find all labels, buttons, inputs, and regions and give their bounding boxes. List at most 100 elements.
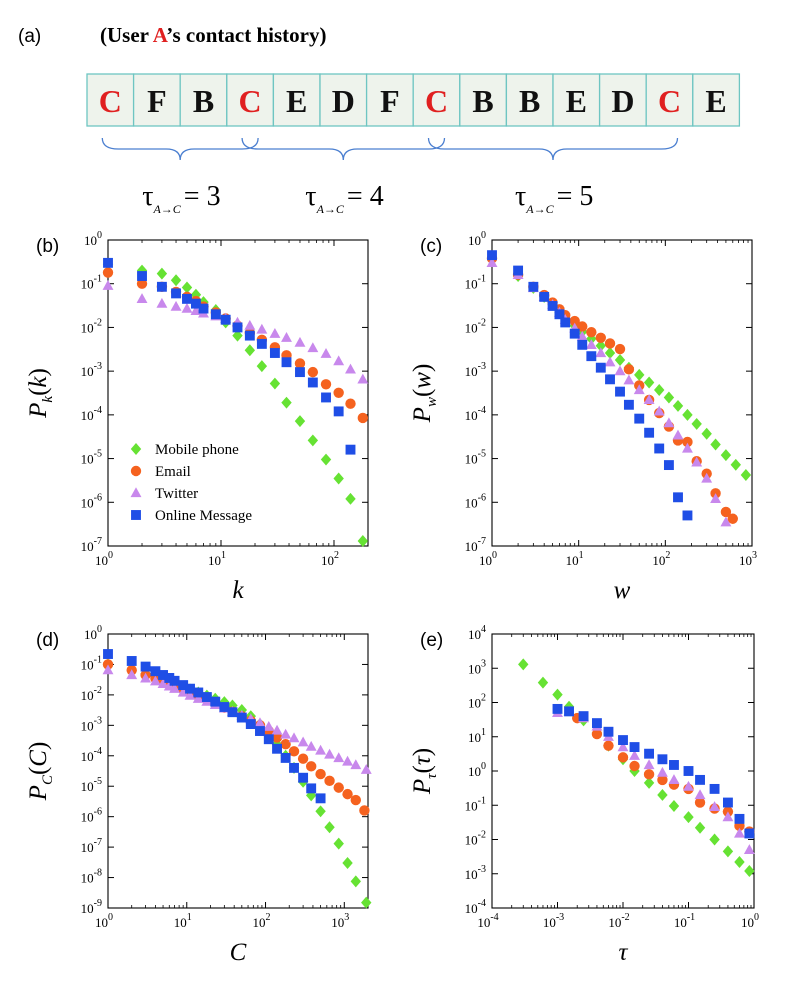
data-point: [321, 392, 331, 403]
tick-exponent: -3: [556, 912, 564, 923]
tick-exponent: -2: [478, 830, 486, 841]
data-point: [181, 302, 193, 313]
data-point: [193, 687, 204, 698]
tick-base: 10: [95, 915, 108, 930]
data-point: [539, 291, 550, 302]
x-tick-label: 10-3: [543, 912, 564, 930]
interval-brace: [101, 137, 259, 161]
y-label-close: ): [25, 742, 52, 750]
data-point: [359, 805, 370, 816]
x-tick-label: 101: [208, 550, 226, 568]
x-tick-label: 10-1: [674, 912, 695, 930]
y-tick-label: 101: [468, 727, 486, 745]
data-point: [605, 374, 615, 385]
y-label-open: (: [409, 765, 436, 773]
y-label-main: P: [409, 407, 436, 423]
tick-base: 10: [608, 915, 621, 930]
data-point: [722, 845, 734, 858]
y-label-close: ): [409, 748, 436, 756]
tick-base: 10: [208, 553, 221, 568]
data-point: [734, 813, 745, 824]
data-point: [185, 683, 195, 694]
data-point: [315, 744, 327, 755]
data-point: [577, 339, 588, 350]
data-point: [288, 732, 300, 743]
tick-base: 10: [465, 320, 478, 335]
sequence-cell: [552, 73, 601, 127]
data-point: [513, 265, 524, 276]
data-point: [244, 319, 256, 330]
tick-exponent: -2: [621, 912, 629, 923]
sequence-cell: [272, 73, 321, 127]
data-point: [288, 746, 300, 757]
data-point: [269, 348, 280, 358]
data-point: [158, 670, 168, 680]
data-point: [333, 752, 345, 763]
tick-exponent: 2: [481, 693, 486, 704]
data-point: [210, 309, 221, 320]
panel-label: (e): [420, 630, 443, 651]
series-mobile-phone: [486, 251, 752, 482]
series-online-message: [552, 703, 755, 839]
data-point: [342, 755, 354, 766]
y-tick-label: 10-7: [81, 837, 102, 855]
data-point: [709, 783, 720, 794]
data-point: [272, 743, 282, 754]
x-tick-label: 103: [739, 550, 757, 568]
tick-exponent: 1: [187, 912, 192, 923]
data-point: [350, 759, 362, 770]
tick-exponent: -1: [687, 912, 695, 923]
y-tick-label: 103: [468, 658, 486, 676]
sequence-letter: D: [611, 83, 634, 119]
tick-exponent: -7: [478, 536, 486, 547]
data-point: [256, 360, 268, 373]
panel-a-label: (a): [18, 26, 41, 47]
y-tick-label: 10-5: [81, 776, 102, 794]
legend: Mobile phone Email Twitter Online Message: [130, 442, 252, 524]
tick-exponent: 3: [481, 658, 486, 669]
y-label-sub: w: [424, 397, 440, 407]
data-point: [350, 794, 361, 806]
interval-brace: [241, 137, 446, 161]
data-point: [169, 675, 180, 686]
tick-base: 10: [81, 779, 94, 794]
series-email: [102, 659, 370, 816]
data-point: [171, 288, 181, 299]
data-point: [709, 801, 721, 811]
data-point: [342, 788, 353, 800]
data-point: [294, 358, 306, 369]
series-twitter: [486, 257, 732, 527]
data-point: [643, 394, 655, 405]
tick-base: 10: [674, 915, 687, 930]
sequence-letter: B: [472, 83, 493, 119]
tick-exponent: -5: [478, 449, 486, 460]
data-point: [552, 688, 563, 701]
chart-e: 10-4 10-3 10-2 10-1 10010410310210110010-110…: [409, 624, 759, 966]
data-point: [244, 344, 256, 357]
y-label-arg: τ: [409, 755, 436, 765]
tick-exponent: 1: [221, 550, 226, 561]
panel-a-title: (User A’s contact history): [100, 23, 326, 47]
tick-base: 10: [465, 539, 478, 554]
chart-b: 100 101 10210010-110-210-310-410-510-610-7…: [25, 230, 369, 604]
y-tick-label: 10-2: [465, 317, 486, 335]
data-point: [710, 438, 721, 451]
data-point: [263, 721, 275, 731]
y-tick-label: 10-2: [81, 317, 102, 335]
y-label-sub: k: [40, 396, 56, 403]
y-tick-label: 10-6: [465, 492, 486, 510]
tick-exponent: -2: [478, 317, 486, 328]
data-point: [603, 726, 614, 737]
data-point: [595, 339, 606, 352]
tau-label: τA→C = 3: [142, 181, 220, 216]
data-point: [654, 443, 665, 454]
data-point: [695, 774, 705, 785]
data-point: [232, 322, 243, 333]
data-point: [623, 374, 635, 385]
tick-exponent: -9: [94, 898, 102, 909]
data-point: [361, 896, 372, 909]
data-point: [634, 368, 645, 381]
tick-exponent: 1: [481, 727, 486, 738]
series-online-message: [103, 649, 326, 804]
data-point: [315, 793, 326, 804]
